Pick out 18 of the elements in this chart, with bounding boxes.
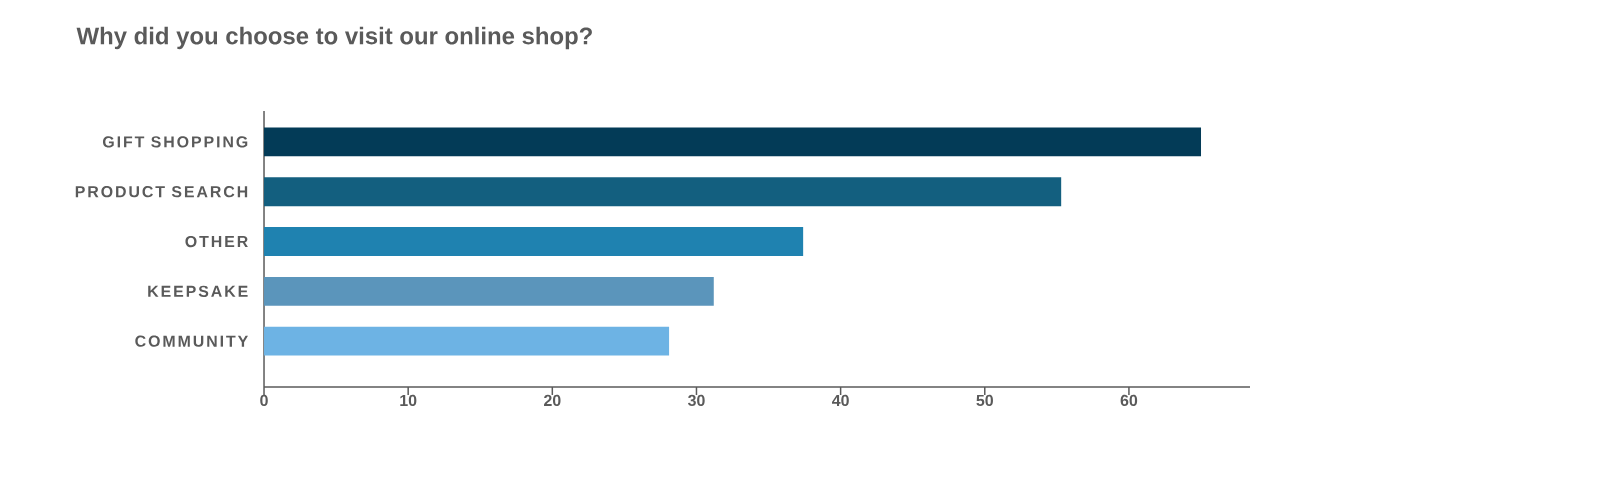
bar [264,276,714,306]
bar [264,326,670,356]
x-tick-label: 40 [832,394,849,407]
x-tick-label: 20 [544,394,561,407]
x-tick-label: 30 [687,394,705,407]
bar [264,177,1062,207]
y-tick-label: GIFT SHOPPING [102,136,248,148]
x-tick-label: 10 [400,394,417,407]
x-tick-label: 0 [260,394,268,407]
y-tick-label: KEEPSAKE [148,285,248,297]
y-tick-label: COMMUNITY [135,335,248,347]
y-tick-label: OTHER [185,235,248,248]
x-tick-label: 60 [1120,394,1138,407]
chart-title: Why did you choose to visit our online shop? [76,26,592,50]
bar [264,227,804,256]
bar [264,127,1202,157]
y-tick-label: PRODUCT SEARCH [75,186,248,198]
x-tick-label: 50 [976,394,993,407]
